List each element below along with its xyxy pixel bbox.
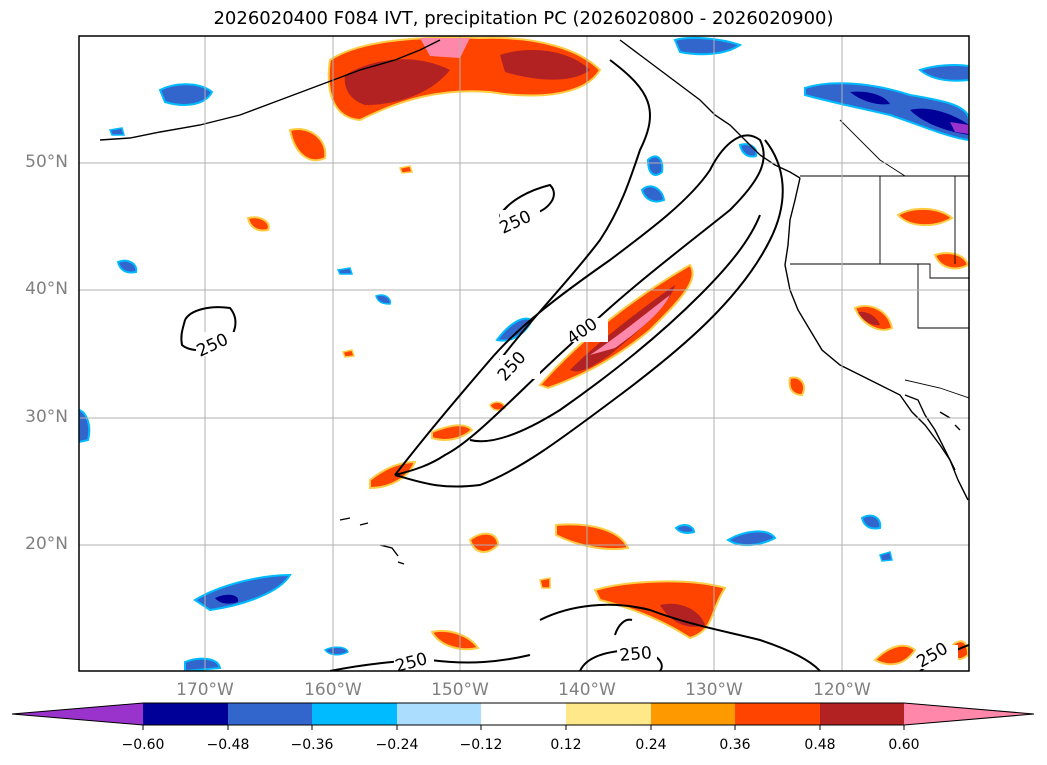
colorbar-segment	[397, 703, 481, 725]
map-layers: 250 250 250 400 250 250 250	[79, 36, 969, 677]
colorbar-tick-label: 0.36	[719, 737, 751, 753]
negative-precip-patches	[79, 36, 969, 671]
contour-label: 250	[619, 643, 653, 666]
colorbar-tick-label: 0.24	[635, 737, 667, 753]
colorbar-segment	[566, 703, 651, 725]
colorbar-tick-label: 0.60	[888, 737, 920, 753]
lon-label: 140°W	[558, 680, 616, 700]
colorbar-segment	[228, 703, 312, 725]
colorbar-tick-label: 0.48	[804, 737, 836, 753]
positive-precip-patches	[246, 36, 969, 666]
colorbar-tick-label: −0.48	[206, 737, 250, 753]
contour-label: 250	[393, 649, 430, 677]
lon-label: 170°W	[176, 680, 234, 700]
lon-label: 130°W	[685, 680, 743, 700]
colorbar-segment	[481, 703, 566, 725]
colorbar-extend-high	[904, 703, 1034, 725]
political-borders	[790, 119, 969, 399]
colorbar-segment	[820, 703, 904, 725]
colorbar	[11, 702, 1035, 730]
contour-labels: 250 250 250 400 250 250 250	[194, 207, 958, 677]
lat-label: 50°N	[25, 152, 68, 172]
colorbar-tick-label: −0.24	[375, 737, 419, 753]
colorbar-tick-label: −0.60	[121, 737, 165, 753]
map-title: 2026020400 F084 IVT, precipitation PC (2…	[213, 8, 834, 29]
map-frame	[78, 35, 970, 672]
lon-label: 120°W	[813, 680, 871, 700]
lat-label: 40°N	[25, 279, 68, 299]
colorbar-segment	[312, 703, 397, 725]
gridlines	[79, 36, 969, 671]
colorbar-segment	[735, 703, 820, 725]
colorbar-segment	[651, 703, 735, 725]
contour-label: 250	[494, 348, 531, 385]
colorbar-tick-label: 0.12	[550, 737, 582, 753]
colorbar-tick-label: −0.36	[290, 737, 334, 753]
coastlines	[99, 39, 969, 565]
lon-label: 160°W	[304, 680, 362, 700]
lat-label: 20°N	[25, 534, 68, 554]
lon-label: 150°W	[431, 680, 489, 700]
colorbar-tick-label: −0.12	[459, 737, 503, 753]
colorbar-segment	[143, 703, 228, 725]
colorbar-extend-low	[12, 703, 143, 725]
lat-label: 30°N	[25, 407, 68, 427]
